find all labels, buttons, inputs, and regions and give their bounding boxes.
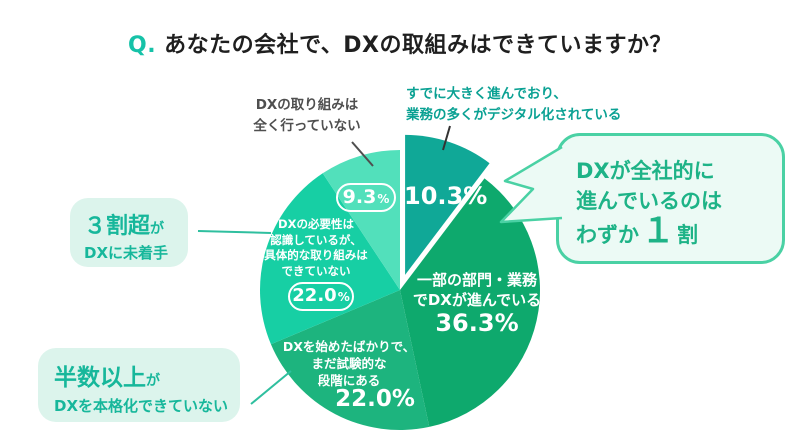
callout-line1: ３割超が xyxy=(84,208,188,240)
annotation-no-initiative: DXの取り組みは 全く行っていない xyxy=(253,97,361,134)
callout-small-text: が xyxy=(150,221,165,237)
slice-desc-partial-dx: 一部の部門・業務 でDXが進んでいる xyxy=(412,271,542,309)
callout-line1: 半数以上が xyxy=(54,358,240,392)
connector-line-majority xyxy=(250,370,292,405)
question-text: あなたの会社で、DXの取組みはできていますか？ xyxy=(164,33,672,58)
slice-percent-partial-dx: 36.3% xyxy=(435,309,519,337)
slice-percent-pill-no-initiative: 9.3% xyxy=(336,183,396,212)
slice-desc-trial-stage: DXを始めたばかりで、 まだ試験的な 段階にある xyxy=(282,339,416,388)
question-prefix: Q. xyxy=(128,33,157,58)
pill-value: 9.3 xyxy=(342,186,377,208)
bubble-line1: DXが全社的に xyxy=(576,159,715,183)
callout-big-text: ３割超 xyxy=(84,214,151,239)
percent-sign: % xyxy=(337,290,350,304)
annotation-digitalized: すでに大きく進んでおり、 業務の多くがデジタル化されている xyxy=(406,86,622,123)
slice-desc-aware-no-action: DXの必要性は 認識しているが、 具体的な取り組みは できていない xyxy=(264,217,368,278)
pie-slice-2 xyxy=(270,290,430,430)
callout-line2: DXを本格化できていない xyxy=(54,397,229,415)
connector-line-over-30 xyxy=(197,230,272,234)
connector-line-digitalized xyxy=(442,125,451,151)
callout-over-30-untouched: ３割超が DXに未着手 xyxy=(70,198,188,267)
callout-small-text: が xyxy=(146,373,160,389)
bubble-line2: 進んでいるのは xyxy=(576,189,722,213)
connector-line-no-initiative xyxy=(351,141,374,167)
bubble-line3: わずか１割 xyxy=(576,214,782,250)
pie-slice-1 xyxy=(400,178,541,427)
callout-line2: DXに未着手 xyxy=(84,244,169,262)
page-title: Q. あなたの会社で、DXの取組みはできていますか？ xyxy=(0,27,800,59)
percent-sign: % xyxy=(377,192,390,206)
pill-value: 22.0 xyxy=(292,285,337,306)
slice-percent-trial-stage: 22.0% xyxy=(335,386,415,412)
bubble-text: わずか xyxy=(576,223,639,247)
callout-big-text: 半数以上 xyxy=(54,365,146,391)
pie-slice-0 xyxy=(405,134,490,275)
bubble-big-number: １ xyxy=(641,211,675,251)
bubble-text: 割 xyxy=(677,223,698,247)
pie-slices xyxy=(260,134,541,430)
callout-majority-not-fullscale: 半数以上が DXを本格化できていない xyxy=(38,348,240,422)
slice-percent-pill-aware-no-action: 22.0% xyxy=(288,282,354,311)
callout-bubble-only-one-tenth: DXが全社的に 進んでいるのは わずか１割 xyxy=(556,133,785,264)
slice-percent-digitalized: 10.3% xyxy=(404,182,488,210)
